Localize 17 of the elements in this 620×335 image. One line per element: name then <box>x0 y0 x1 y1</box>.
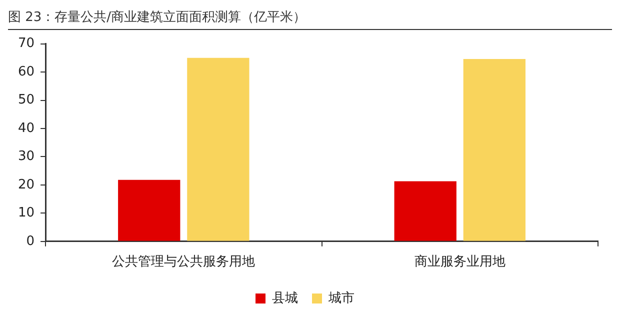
bar <box>118 180 180 241</box>
x-tick-label: 商业服务业用地 <box>414 254 506 270</box>
chart-title: 图 23：存量公共/商业建筑立面面积测算（亿平米） <box>8 8 612 30</box>
legend-label: 县城 <box>272 290 298 306</box>
legend-label: 城市 <box>328 290 354 306</box>
y-tick-label: 30 <box>18 149 35 164</box>
x-tick-label: 公共管理与公共服务用地 <box>112 254 256 270</box>
y-tick-label: 60 <box>18 64 35 80</box>
y-tick-label: 70 <box>18 36 35 52</box>
y-tick-label: 0 <box>26 234 35 249</box>
y-tick-label: 20 <box>18 177 35 192</box>
bar <box>187 58 250 241</box>
y-tick-label: 40 <box>18 120 35 136</box>
bar <box>394 181 456 241</box>
bar <box>463 59 526 241</box>
y-tick-label: 50 <box>18 92 35 108</box>
y-tick-label: 10 <box>18 206 35 221</box>
